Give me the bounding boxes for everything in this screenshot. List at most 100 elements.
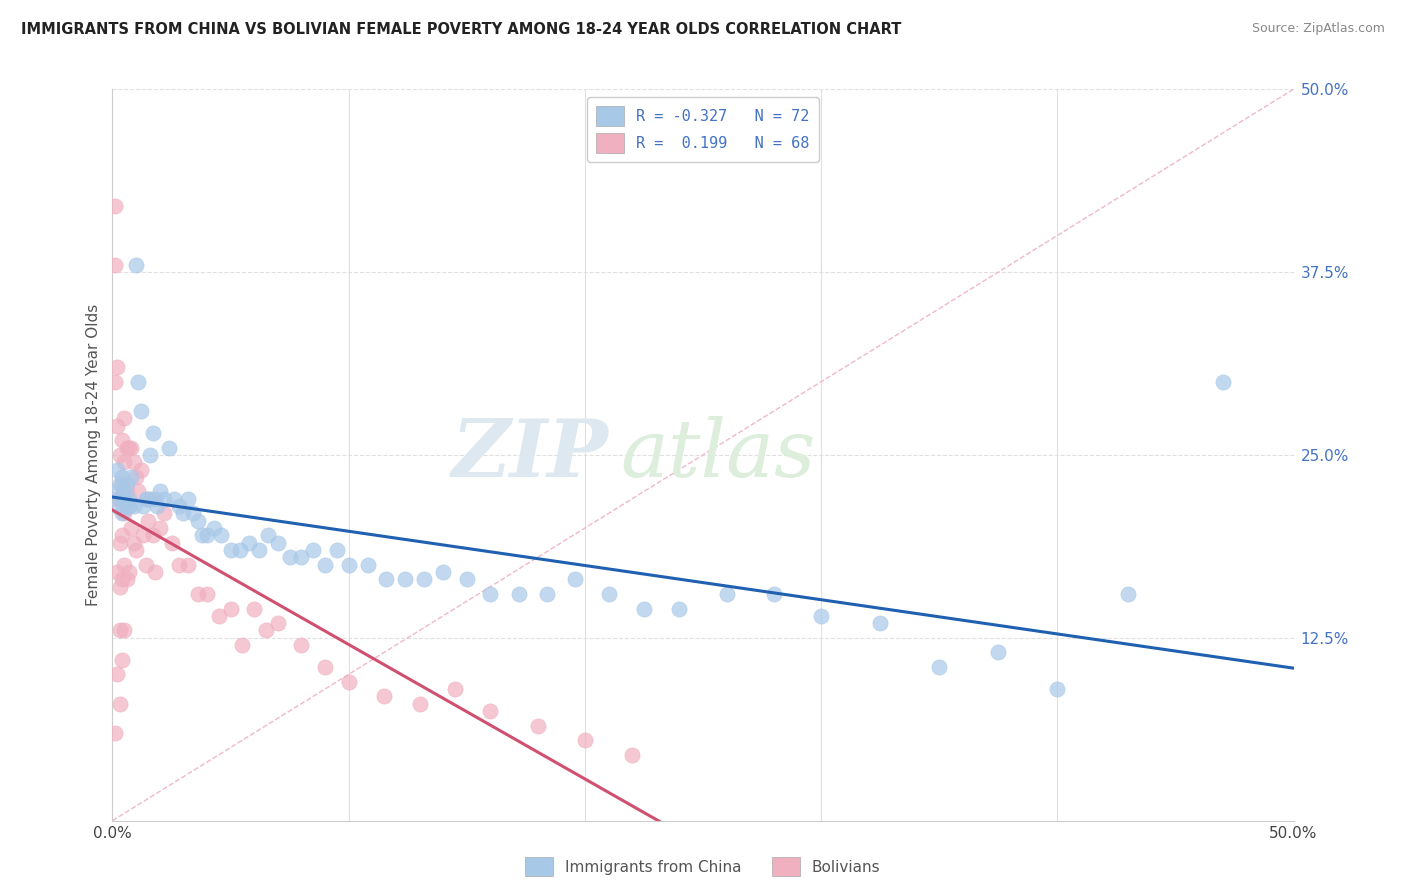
Point — [108, 491, 131, 506]
Point — [105, 491, 128, 506]
Point — [105, 565, 128, 579]
Point — [186, 587, 208, 601]
Point — [105, 667, 128, 681]
Point — [104, 199, 127, 213]
Point — [104, 258, 127, 272]
Text: atlas: atlas — [620, 417, 815, 493]
Point — [118, 441, 141, 455]
Point — [869, 616, 891, 631]
Point — [163, 491, 186, 506]
Point — [181, 507, 204, 521]
Point — [120, 441, 142, 455]
Point — [195, 528, 218, 542]
Point — [142, 528, 165, 542]
Point — [135, 491, 157, 506]
Point — [1116, 587, 1139, 601]
Point — [132, 499, 155, 513]
Point — [104, 484, 127, 499]
Point — [444, 681, 467, 696]
Point — [314, 558, 336, 572]
Point — [716, 587, 738, 601]
Point — [136, 491, 159, 506]
Point — [111, 434, 134, 448]
Point — [209, 528, 232, 542]
Point — [356, 558, 378, 572]
Point — [157, 441, 180, 455]
Point — [111, 528, 134, 542]
Point — [115, 477, 138, 491]
Point — [408, 697, 430, 711]
Point — [108, 535, 131, 549]
Point — [668, 601, 690, 615]
Point — [337, 674, 360, 689]
Point — [105, 499, 128, 513]
Point — [129, 404, 152, 418]
Point — [314, 660, 336, 674]
Point — [1046, 681, 1069, 696]
Point — [127, 375, 149, 389]
Point — [115, 572, 138, 586]
Point — [574, 733, 596, 747]
Point — [142, 425, 165, 440]
Point — [479, 587, 502, 601]
Legend: Immigrants from China, Bolivians: Immigrants from China, Bolivians — [519, 851, 887, 882]
Point — [267, 535, 290, 549]
Point — [186, 514, 208, 528]
Point — [290, 638, 312, 652]
Text: ZIP: ZIP — [451, 417, 609, 493]
Point — [229, 543, 252, 558]
Point — [135, 558, 157, 572]
Point — [564, 572, 586, 586]
Point — [112, 507, 135, 521]
Point — [112, 558, 135, 572]
Point — [112, 455, 135, 469]
Point — [122, 455, 145, 469]
Point — [120, 470, 142, 484]
Point — [112, 411, 135, 425]
Point — [111, 653, 134, 667]
Point — [302, 543, 325, 558]
Point — [810, 608, 832, 623]
Point — [115, 499, 138, 513]
Point — [108, 624, 131, 638]
Point — [432, 565, 454, 579]
Point — [115, 441, 138, 455]
Point — [177, 558, 200, 572]
Point — [149, 484, 172, 499]
Point — [108, 491, 131, 506]
Point — [172, 507, 194, 521]
Point — [118, 565, 141, 579]
Point — [108, 448, 131, 462]
Point — [105, 418, 128, 433]
Point — [104, 375, 127, 389]
Point — [337, 558, 360, 572]
Point — [125, 258, 148, 272]
Point — [195, 587, 218, 601]
Point — [238, 535, 260, 549]
Y-axis label: Female Poverty Among 18-24 Year Olds: Female Poverty Among 18-24 Year Olds — [86, 304, 101, 606]
Point — [177, 491, 200, 506]
Point — [122, 499, 145, 513]
Point — [290, 550, 312, 565]
Point — [104, 726, 127, 740]
Point — [508, 587, 530, 601]
Text: IMMIGRANTS FROM CHINA VS BOLIVIAN FEMALE POVERTY AMONG 18-24 YEAR OLDS CORRELATI: IMMIGRANTS FROM CHINA VS BOLIVIAN FEMALE… — [21, 22, 901, 37]
Point — [143, 491, 166, 506]
Point — [111, 470, 134, 484]
Point — [202, 521, 225, 535]
Point — [111, 507, 134, 521]
Point — [254, 624, 277, 638]
Point — [105, 360, 128, 375]
Point — [125, 543, 148, 558]
Point — [267, 616, 290, 631]
Point — [278, 550, 301, 565]
Point — [456, 572, 478, 586]
Point — [132, 528, 155, 542]
Point — [122, 535, 145, 549]
Point — [167, 558, 190, 572]
Point — [108, 580, 131, 594]
Point — [108, 477, 131, 491]
Point — [536, 587, 558, 601]
Point — [633, 601, 655, 615]
Point — [598, 587, 620, 601]
